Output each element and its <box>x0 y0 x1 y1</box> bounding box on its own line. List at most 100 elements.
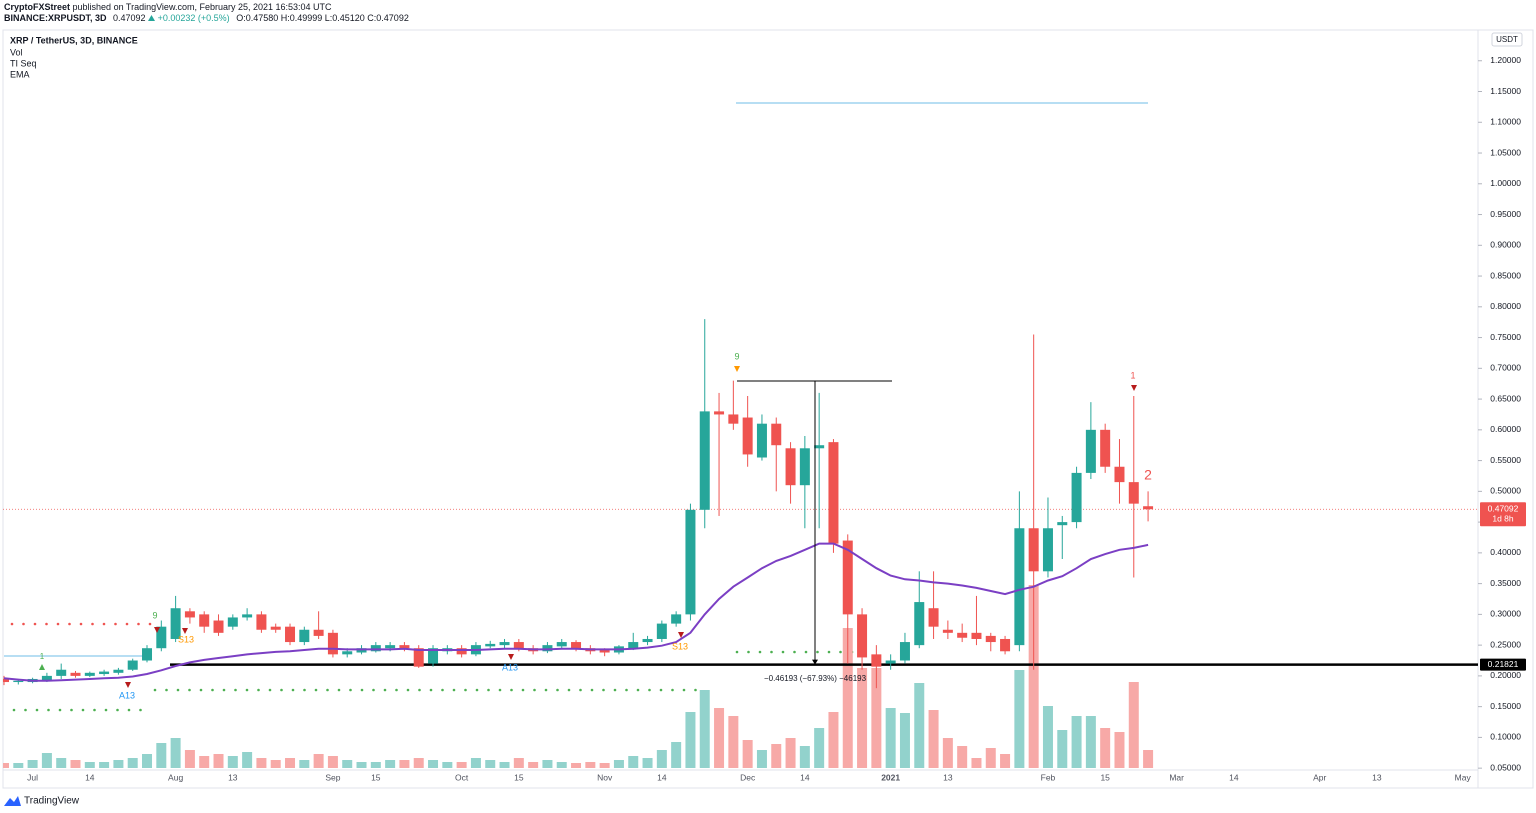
td-arrow <box>125 682 131 688</box>
volume-bar <box>1128 682 1139 768</box>
candle-body <box>942 629 953 633</box>
td-dot <box>70 708 73 712</box>
volume-bar <box>13 763 24 768</box>
candle-body <box>828 442 839 544</box>
volume-bar <box>70 760 81 768</box>
candle-body <box>242 614 253 618</box>
volume-bar <box>899 713 910 768</box>
volume-bar <box>685 712 696 768</box>
td-dot <box>211 688 214 692</box>
candle-body <box>642 638 653 643</box>
td-label: 1 <box>1130 370 1135 380</box>
td-dot <box>199 688 203 692</box>
candle-body <box>70 672 81 676</box>
volume-bar <box>1057 730 1068 768</box>
candle-body <box>184 611 195 618</box>
symbol-line: BINANCE:XRPUSDT, 3D 0.47092 +0.00232 (+0… <box>4 13 409 24</box>
candle-body <box>957 632 968 638</box>
level-tag <box>1480 658 1526 671</box>
brand-logo <box>4 796 21 806</box>
volume-bar <box>56 758 67 768</box>
candle-body <box>485 643 496 647</box>
td-dot <box>326 688 329 692</box>
x-tick-label: 14 <box>85 772 95 782</box>
candle-body <box>756 423 767 458</box>
td-dot <box>22 622 25 626</box>
candle-body <box>327 632 338 655</box>
td-dot <box>625 688 628 692</box>
volume-bar <box>542 760 553 768</box>
price-tag <box>1480 502 1526 527</box>
x-tick-label: 13 <box>943 772 953 782</box>
x-tick-label: 14 <box>657 772 667 782</box>
author: CryptoFXStreet <box>4 2 71 12</box>
volume-bar <box>1028 585 1039 768</box>
x-tick-label: Oct <box>455 772 469 782</box>
td-label: 9 <box>734 351 739 361</box>
y-tick-label: 0.90000 <box>1490 240 1521 250</box>
td-label: A13 <box>119 690 135 700</box>
publish-line: CryptoFXStreet published on TradingView.… <box>4 2 409 13</box>
legend-ema: EMA <box>10 69 30 79</box>
td-dot <box>35 708 39 712</box>
td-dot <box>314 688 318 692</box>
td-dot <box>429 688 433 692</box>
volume-bar <box>327 756 338 768</box>
volume-bar <box>771 744 782 768</box>
td-dot <box>104 708 108 712</box>
td-dot <box>291 688 295 692</box>
candle-body <box>156 626 167 649</box>
candle-body <box>1128 482 1139 504</box>
header: CryptoFXStreet published on TradingView.… <box>4 2 409 24</box>
y-tick-label: 0.85000 <box>1490 270 1521 280</box>
td-dot <box>349 688 352 692</box>
unit-box[interactable] <box>1491 32 1523 47</box>
x-tick-label: 2021 <box>881 772 900 782</box>
x-tick-label: 13 <box>228 772 238 782</box>
td-arrow <box>508 654 514 660</box>
candle-body <box>1042 528 1053 572</box>
measure-arrow <box>812 659 818 665</box>
candle-body <box>814 445 825 449</box>
td-dot <box>395 688 398 692</box>
td-dot <box>12 708 16 712</box>
td-dot <box>758 650 762 654</box>
td-label: S13 <box>178 634 194 644</box>
candle-body <box>99 671 110 675</box>
td-dot <box>521 688 525 692</box>
x-tick-label: Jul <box>27 772 38 782</box>
td-arrow <box>734 366 740 372</box>
x-tick-label: Nov <box>597 772 613 782</box>
candle-body <box>127 660 138 670</box>
volume-bar <box>270 760 281 768</box>
candle-body <box>113 669 124 673</box>
td-dot <box>176 688 180 692</box>
volume-bar <box>799 746 810 768</box>
volume-bar <box>385 760 396 768</box>
up-icon <box>148 15 156 21</box>
x-tick-label: Aug <box>168 772 183 782</box>
candle-body <box>428 648 439 664</box>
candle-body <box>671 614 682 624</box>
td-dot <box>682 688 686 692</box>
candle-body <box>556 642 567 647</box>
candle-body <box>885 660 896 664</box>
td-label: 2 <box>1144 467 1152 483</box>
volume-bar <box>142 754 153 768</box>
y-tick-label: 1.20000 <box>1490 55 1521 65</box>
y-tick-label: 1.00000 <box>1490 178 1521 188</box>
td-dot <box>556 688 559 692</box>
y-tick-label: 0.80000 <box>1490 301 1521 311</box>
td-dot <box>613 688 617 692</box>
measure-label: −0.46193 (−67.93%) −46193 <box>764 674 867 683</box>
x-tick-label: Feb <box>1041 772 1056 782</box>
volume-bar <box>556 762 567 768</box>
volume-bar <box>1114 732 1125 768</box>
volume-bar <box>27 760 38 768</box>
td-dot <box>602 688 605 692</box>
td-dot <box>781 650 785 654</box>
volume-bar <box>571 763 582 768</box>
unit-label[interactable]: USDT <box>1496 35 1518 44</box>
volume-bar <box>699 690 710 768</box>
candle-body <box>213 620 224 633</box>
